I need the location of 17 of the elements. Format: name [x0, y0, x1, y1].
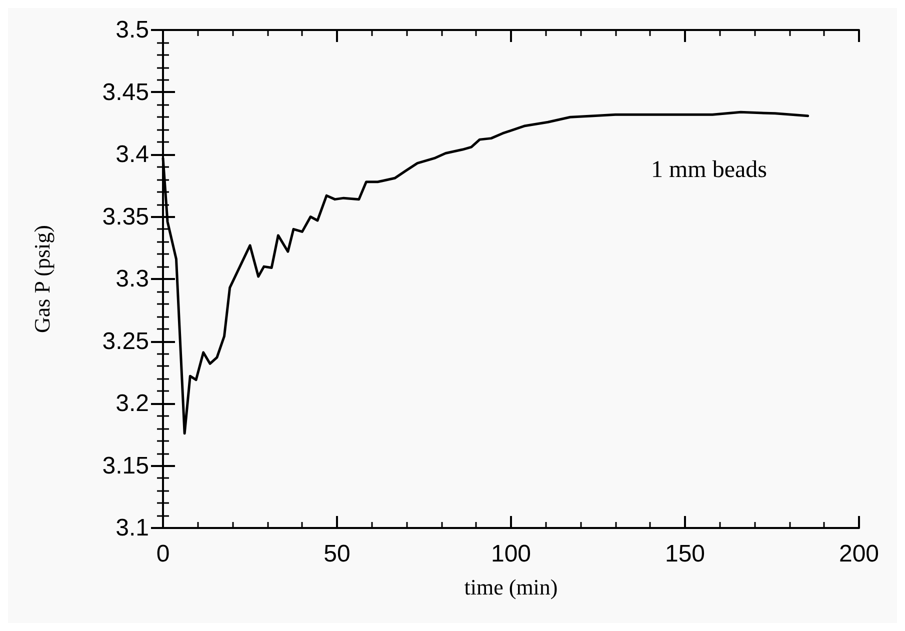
y-tick-label: 3.35	[102, 203, 149, 230]
y-tick-label: 3.25	[102, 328, 149, 355]
y-tick-label: 3.4	[116, 141, 149, 168]
x-tick-label: 50	[324, 540, 350, 568]
y-tick-label: 3.1	[116, 514, 149, 542]
x-axis-title: time (min)	[464, 574, 558, 600]
y-tick-label: 3.45	[102, 78, 149, 106]
annotation: 1 mm beads	[651, 157, 768, 183]
y-tick-label: 3.3	[116, 266, 149, 292]
y-tick-label: 3.5	[116, 16, 149, 44]
y-tick-label: 3.15	[102, 452, 149, 480]
x-tick-label: 200	[838, 540, 880, 568]
x-tick-label: 0	[156, 540, 170, 568]
x-tick-label: 150	[664, 540, 706, 568]
y-tick-label: 3.2	[116, 390, 149, 417]
x-tick-label: 100	[490, 540, 532, 568]
y-axis-title: Gas P (psig)	[30, 225, 54, 333]
